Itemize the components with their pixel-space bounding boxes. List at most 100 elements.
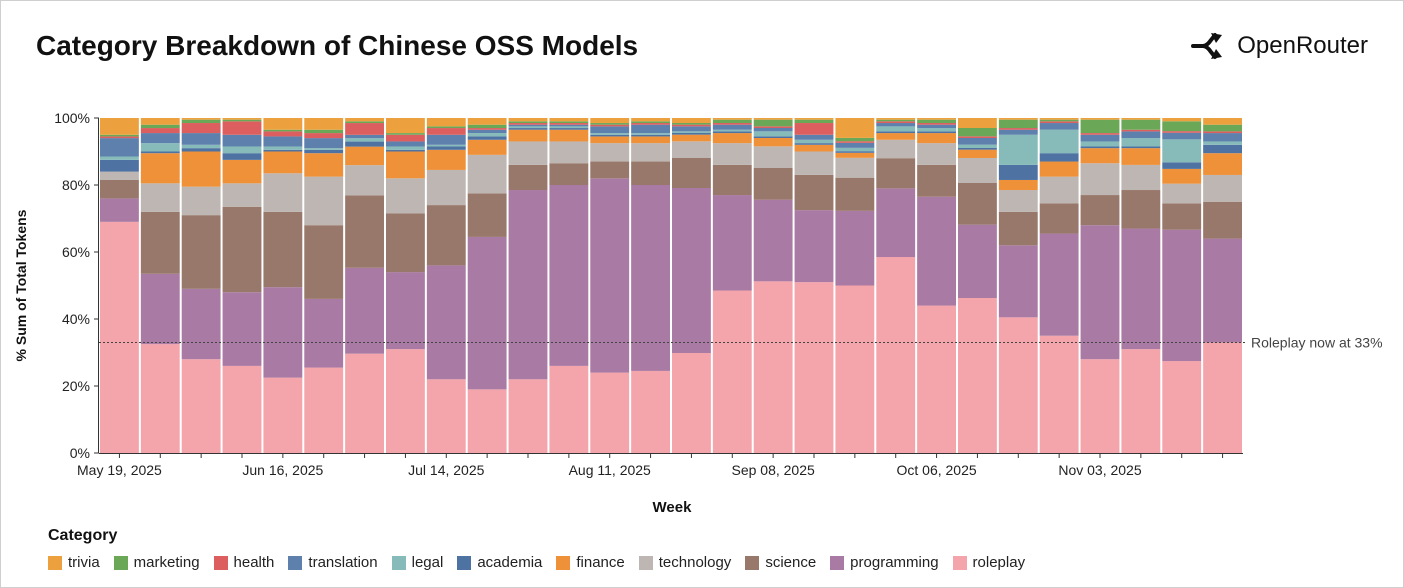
bar-segment-translation bbox=[426, 134, 466, 145]
bar-segment-academia bbox=[508, 128, 548, 130]
bar-segment-roleplay bbox=[508, 379, 548, 453]
bar-segment-trivia bbox=[590, 118, 630, 124]
legend-item-legal[interactable]: legal bbox=[391, 554, 443, 571]
bar-segment-trivia bbox=[304, 118, 344, 130]
legend-item-trivia[interactable]: trivia bbox=[48, 554, 100, 571]
legend-item-technology[interactable]: technology bbox=[638, 554, 731, 571]
legend-items: trivia marketing health translation legal aca… bbox=[48, 554, 1025, 571]
annotation-label: Roleplay now at 33% bbox=[1251, 334, 1383, 350]
legend-item-health[interactable]: health bbox=[213, 554, 275, 571]
bar-segment-health bbox=[1162, 131, 1202, 133]
legend-swatch bbox=[48, 555, 62, 570]
bar-segment-finance bbox=[181, 151, 221, 187]
bar-segment-marketing bbox=[1203, 124, 1242, 132]
bar-segment-health bbox=[386, 134, 425, 142]
bar-segment-legal bbox=[631, 133, 670, 135]
bar-segment-roleplay bbox=[304, 367, 344, 453]
legend-item-academia[interactable]: academia bbox=[457, 554, 542, 571]
stacked-bar-chart: 0% 20% 40% 60% 80% 100% May 19, 2025 Jun 16, 2… bbox=[13, 110, 1383, 516]
bar-segment-technology bbox=[345, 165, 384, 196]
bar-segment-technology bbox=[958, 158, 997, 183]
y-tick-label: 0% bbox=[70, 445, 90, 461]
bar-segment-translation bbox=[1121, 131, 1161, 139]
legend-item-programming[interactable]: programming bbox=[830, 554, 939, 571]
legend-swatch bbox=[113, 555, 128, 570]
bar-segment-marketing bbox=[631, 121, 670, 124]
legend-label: roleplay bbox=[972, 554, 1026, 571]
bar-segment-legal bbox=[549, 126, 589, 129]
bar-segment-finance bbox=[467, 139, 507, 155]
bar-segment-programming bbox=[304, 298, 344, 368]
bar-segment-translation bbox=[958, 138, 997, 145]
bar-segment-marketing bbox=[1039, 119, 1079, 122]
bar-segment-health bbox=[263, 131, 303, 137]
legend-item-finance[interactable]: finance bbox=[556, 554, 625, 571]
legend-item-marketing[interactable]: marketing bbox=[113, 554, 200, 571]
bar-segment-programming bbox=[508, 190, 548, 380]
bar-segment-translation bbox=[712, 124, 752, 130]
bar-segment-roleplay bbox=[631, 370, 670, 453]
bar-segment-health bbox=[794, 123, 834, 135]
legend-item-roleplay[interactable]: roleplay bbox=[952, 554, 1026, 571]
legend-swatch bbox=[213, 555, 228, 570]
bar-segment-health bbox=[835, 141, 875, 143]
legend-item-translation[interactable]: translation bbox=[288, 554, 378, 571]
bar-segment-roleplay bbox=[222, 365, 262, 453]
y-tick-label: 60% bbox=[62, 244, 90, 260]
bar-segment-finance bbox=[958, 149, 997, 158]
bar-segment-health bbox=[1121, 129, 1161, 132]
bar-segment-roleplay bbox=[181, 359, 221, 453]
bar-segment-finance bbox=[590, 136, 630, 144]
legend-label: finance bbox=[576, 554, 625, 571]
bar-segment-academia bbox=[876, 131, 916, 134]
legend-label: health bbox=[233, 554, 275, 571]
bar-segment-translation bbox=[835, 142, 875, 148]
bar-segment-programming bbox=[794, 210, 834, 283]
bar-segment-programming bbox=[917, 196, 956, 306]
bar-segment-finance bbox=[631, 136, 670, 144]
bar-segment-health bbox=[345, 123, 384, 135]
brand[interactable]: OpenRouter bbox=[1191, 32, 1368, 60]
bar-segment-roleplay bbox=[958, 298, 997, 453]
bar-segment-translation bbox=[304, 138, 344, 149]
bar-segment-science bbox=[712, 164, 752, 196]
bar-segment-finance bbox=[508, 129, 548, 142]
bar-segment-finance bbox=[753, 138, 793, 147]
bar-segment-trivia bbox=[222, 118, 262, 120]
bar-segment-marketing bbox=[263, 129, 303, 132]
bar-segment-legal bbox=[508, 126, 548, 129]
bar-segment-academia bbox=[958, 148, 997, 150]
bar-segment-finance bbox=[794, 144, 834, 152]
bar-segment-trivia bbox=[1121, 118, 1161, 120]
bar-segment-health bbox=[753, 126, 793, 128]
y-axis: 0% 20% 40% 60% 80% 100% bbox=[54, 110, 99, 461]
legend-item-science[interactable]: science bbox=[745, 554, 816, 571]
bar-segment-translation bbox=[917, 124, 956, 129]
bar-segment-finance bbox=[549, 129, 589, 142]
bar-segment-science bbox=[222, 206, 262, 293]
bar-segment-science bbox=[998, 211, 1038, 246]
x-axis-label: Week bbox=[653, 499, 693, 516]
bar-segment-translation bbox=[1162, 132, 1202, 140]
bar-segment-finance bbox=[1162, 168, 1202, 184]
bar-segment-technology bbox=[426, 169, 466, 206]
bar-segment-academia bbox=[835, 151, 875, 153]
bar-segment-programming bbox=[467, 236, 507, 390]
bar-segment-trivia bbox=[386, 118, 425, 134]
bar-segment-programming bbox=[1080, 225, 1120, 360]
bar-segment-finance bbox=[263, 151, 303, 174]
bar-segment-trivia bbox=[631, 118, 670, 122]
bar-segment-finance bbox=[712, 133, 752, 144]
bar-segment-programming bbox=[181, 288, 221, 360]
bar-segment-programming bbox=[222, 292, 262, 366]
y-tick-label: 80% bbox=[62, 177, 90, 193]
bar-segment-roleplay bbox=[1203, 342, 1242, 453]
bar-segment-legal bbox=[794, 139, 834, 144]
bar-segment-finance bbox=[917, 133, 956, 144]
bar-segment-health bbox=[467, 128, 507, 130]
bar-segment-translation bbox=[181, 133, 221, 145]
bar-segment-health bbox=[998, 128, 1038, 130]
bar-segment-translation bbox=[876, 123, 916, 127]
bar-segment-roleplay bbox=[467, 389, 507, 453]
bar-segment-technology bbox=[794, 151, 834, 175]
